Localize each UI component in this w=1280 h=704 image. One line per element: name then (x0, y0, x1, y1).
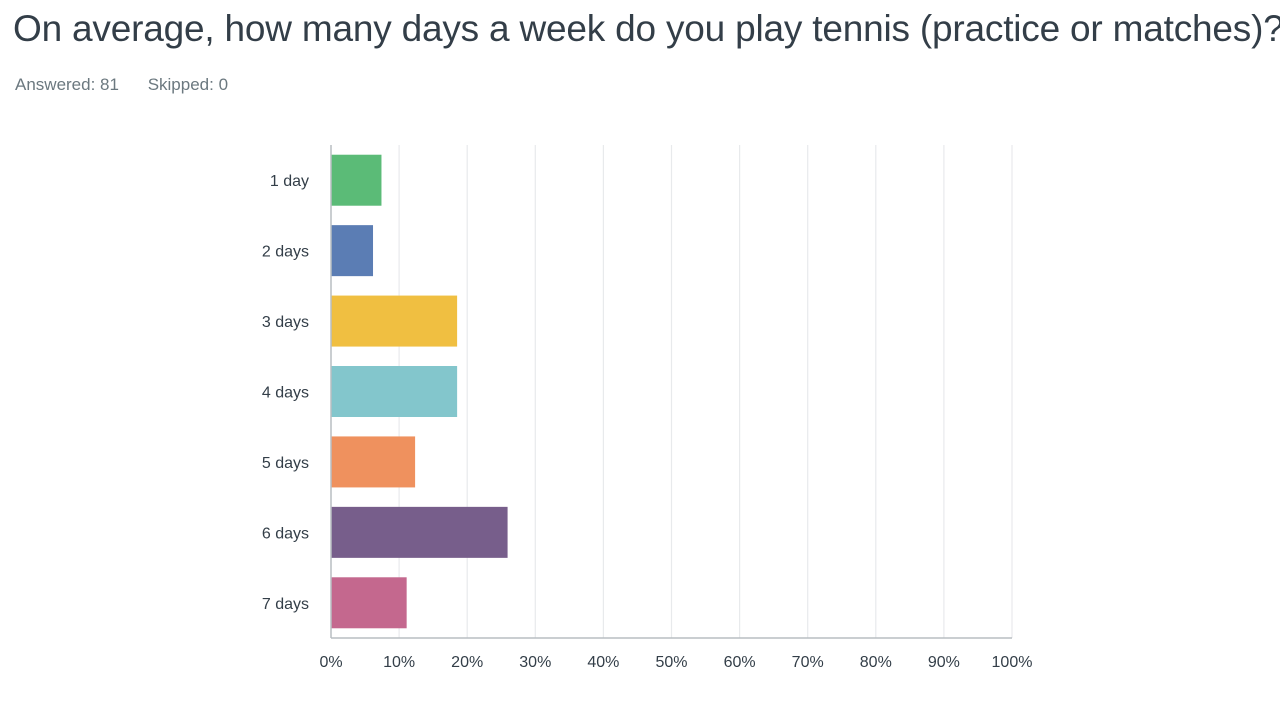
x-tick-label: 20% (451, 654, 483, 671)
bar-1-day[interactable] (331, 154, 382, 206)
bar-7-days[interactable] (331, 577, 407, 629)
category-label: 6 days (262, 525, 309, 542)
labels: 0% 10% 20% 30% 40% 50% 60% 70% 80% 90% 100% 1 day 2 … (262, 173, 1033, 671)
bar-2-days[interactable] (331, 225, 374, 277)
x-tick-label: 30% (519, 654, 551, 671)
category-label: 2 days (262, 244, 309, 261)
bar-3-days[interactable] (331, 295, 458, 347)
x-tick-label: 60% (724, 654, 756, 671)
response-stats: Answered: 81 Skipped: 0 (15, 75, 228, 95)
category-label: 3 days (262, 314, 309, 331)
category-label: 4 days (262, 385, 309, 402)
bar-6-days[interactable] (331, 506, 508, 558)
gridlines (398, 145, 1013, 638)
category-label: 7 days (262, 596, 309, 613)
x-tick-label: 70% (792, 654, 824, 671)
x-tick-label: 80% (860, 654, 892, 671)
x-tick-label: 10% (383, 654, 415, 671)
x-tick-label: 0% (319, 654, 342, 671)
x-tick-label: 50% (655, 654, 687, 671)
answered-count: Answered: 81 (15, 75, 119, 94)
bar-5-days[interactable] (331, 436, 416, 488)
bars (331, 154, 508, 629)
x-tick-label: 90% (928, 654, 960, 671)
question-title: On average, how many days a week do you … (13, 8, 1280, 49)
category-label: 5 days (262, 455, 309, 472)
x-tick-label: 40% (587, 654, 619, 671)
skipped-count: Skipped: 0 (147, 75, 229, 94)
axes (330, 145, 1012, 639)
x-tick-label: 100% (992, 654, 1033, 671)
bar-4-days[interactable] (331, 366, 458, 417)
category-label: 1 day (270, 173, 309, 190)
